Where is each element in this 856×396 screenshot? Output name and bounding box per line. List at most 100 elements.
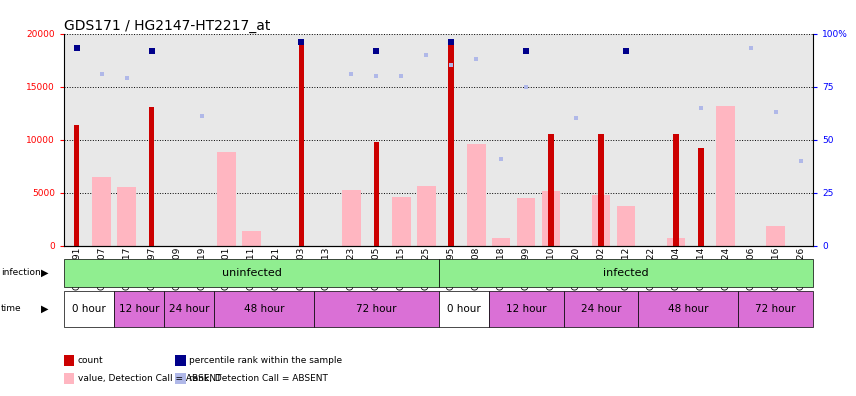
Bar [449,44,454,246]
Bar [467,144,485,246]
Bar [639,291,738,327]
Point [444,39,458,45]
Bar [64,34,89,246]
Point [444,62,458,69]
Bar [89,34,114,246]
Bar [563,34,588,246]
Point [694,105,708,111]
Bar [164,34,189,246]
Bar [92,177,111,246]
Bar [417,186,436,246]
Bar [339,34,364,246]
Text: ▶: ▶ [41,304,49,314]
Bar [288,34,314,246]
Bar [299,44,304,246]
Bar [342,190,360,246]
Text: count: count [78,356,104,365]
Text: ▶: ▶ [41,267,49,278]
Text: value, Detection Call = ABSENT: value, Detection Call = ABSENT [78,374,222,383]
Bar [738,34,764,246]
Bar [392,197,411,246]
Text: 24 hour: 24 hour [580,304,621,314]
Bar [598,134,603,246]
Bar [413,34,438,246]
Point [419,51,433,58]
Bar [764,34,788,246]
Bar [314,291,438,327]
Text: 12 hour: 12 hour [506,304,546,314]
Bar [364,34,389,246]
Point [619,48,633,54]
Text: 48 hour: 48 hour [244,304,284,314]
Text: infected: infected [603,268,649,278]
Bar [74,125,80,246]
Text: GDS171 / HG2147-HT2217_at: GDS171 / HG2147-HT2217_at [64,19,270,32]
Text: 0 hour: 0 hour [72,304,106,314]
Bar [716,106,735,246]
Bar [464,34,489,246]
Bar [239,34,264,246]
Bar [114,34,139,246]
Point [344,71,358,77]
Bar [517,198,536,246]
Point [120,75,134,81]
Text: 72 hour: 72 hour [356,304,396,314]
Text: rank, Detection Call = ABSENT: rank, Detection Call = ABSENT [189,374,328,383]
Bar [489,34,514,246]
Bar [549,134,554,246]
Bar [314,34,339,246]
Bar [489,291,563,327]
Point [520,48,533,54]
Point [769,109,782,115]
Bar [713,34,738,246]
Bar [542,192,561,246]
Bar [667,238,686,246]
Bar [616,206,635,246]
Bar [639,34,663,246]
Bar [64,291,114,327]
Point [370,48,383,54]
Bar [217,152,236,246]
Text: percentile rank within the sample: percentile rank within the sample [189,356,342,365]
Text: 24 hour: 24 hour [169,304,209,314]
Bar [117,187,136,246]
Bar [373,142,379,246]
Point [520,84,533,90]
Point [294,39,308,45]
Bar [214,34,239,246]
Bar [766,227,785,246]
Bar [242,231,261,246]
Bar [164,291,214,327]
Text: infection: infection [1,268,40,277]
Point [70,45,84,51]
Bar [698,148,704,246]
Bar [214,291,314,327]
Bar [438,291,489,327]
Point [370,73,383,79]
Bar [588,34,614,246]
Text: 48 hour: 48 hour [669,304,709,314]
Point [194,113,208,120]
Text: 72 hour: 72 hour [756,304,796,314]
Point [95,71,109,77]
Text: 0 hour: 0 hour [447,304,480,314]
Bar [614,34,639,246]
Bar [591,195,610,246]
Bar [438,259,813,287]
Bar [64,259,438,287]
Bar [514,34,538,246]
Point [569,115,583,122]
Bar [139,34,164,246]
Bar [663,34,688,246]
Bar [189,34,214,246]
Bar [788,34,813,246]
Bar [538,34,563,246]
Bar [673,134,679,246]
Bar [563,291,639,327]
Text: time: time [1,305,21,313]
Point [494,156,508,162]
Point [145,48,158,54]
Text: 12 hour: 12 hour [119,304,159,314]
Point [469,56,483,62]
Point [744,45,758,51]
